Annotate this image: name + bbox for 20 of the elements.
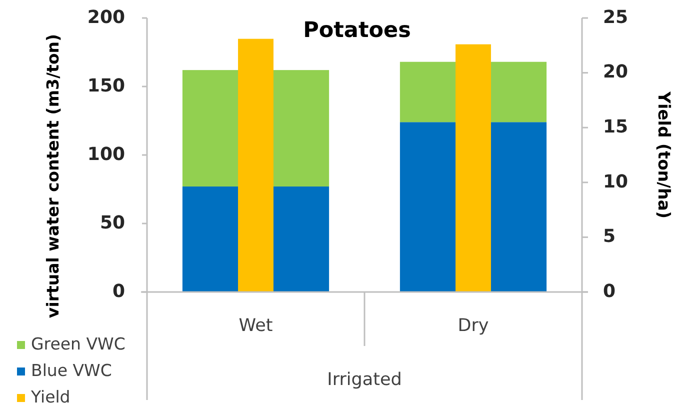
y2-tick-label: 5 <box>603 226 616 248</box>
y-axis-title: virtual water content (m3/ton) <box>44 34 63 318</box>
x-tick-label: Dry <box>458 316 489 336</box>
y2-tick-label: 20 <box>603 62 628 83</box>
y-tick-label: 100 <box>87 144 125 165</box>
x-axis-title: Irrigated <box>327 370 402 390</box>
y2-tick-label: 15 <box>603 116 628 138</box>
y-tick-label: 150 <box>87 75 125 96</box>
y2-axis-title: Yield (ton/ha) <box>654 90 674 218</box>
y2-tick-label: 0 <box>603 280 616 302</box>
y-tick-label: 200 <box>87 6 125 28</box>
legend-label: Green VWC <box>31 334 126 354</box>
y-tick-label: 50 <box>100 212 125 234</box>
chart-title: Potatoes <box>303 18 411 43</box>
legend-label: Blue VWC <box>31 361 112 380</box>
x-tick-label: Wet <box>238 316 273 336</box>
y-tick-label: 0 <box>112 280 125 302</box>
legend-label: Yield <box>30 388 70 406</box>
y2-tick-label: 25 <box>603 6 628 28</box>
y2-tick-label: 10 <box>603 171 628 192</box>
